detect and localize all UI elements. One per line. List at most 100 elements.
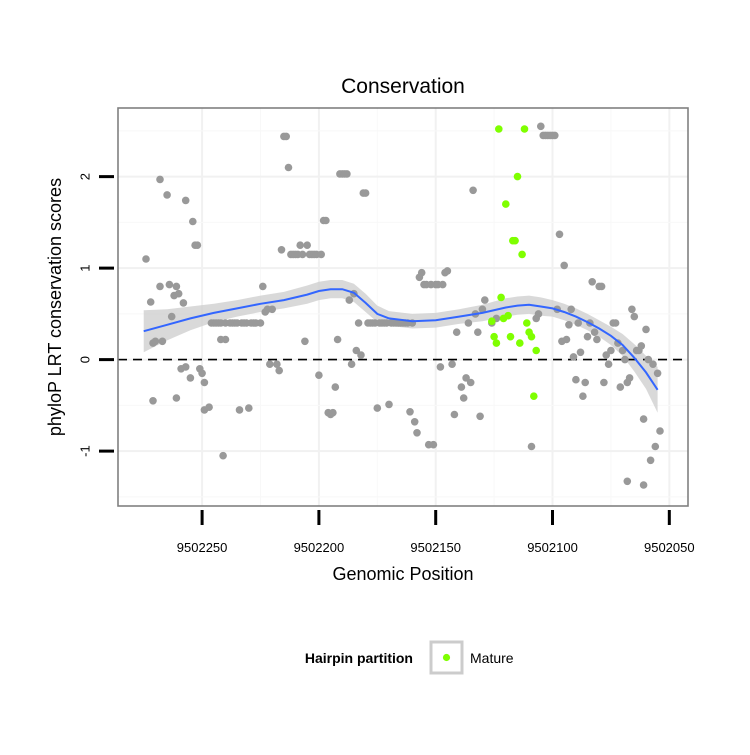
data-point (481, 296, 489, 304)
data-point (245, 404, 253, 412)
data-point (452, 328, 461, 337)
mature-data-point (523, 319, 531, 327)
data-point (562, 335, 571, 344)
data-point (373, 404, 382, 412)
data-point (221, 335, 230, 344)
data-point (537, 122, 545, 131)
data-point (436, 363, 445, 371)
data-point (151, 337, 160, 346)
data-point (361, 189, 370, 197)
data-point (333, 335, 342, 344)
mature-data-point (518, 250, 526, 259)
data-point (198, 369, 206, 378)
data-point (142, 255, 150, 263)
data-point (406, 408, 414, 416)
data-point (268, 305, 277, 314)
data-point (158, 337, 167, 346)
x-tick-label: 9502200 (294, 540, 345, 555)
mature-data-point (511, 236, 519, 245)
mature-data-point (516, 339, 524, 347)
y-tick-label: 2 (77, 173, 92, 180)
mature-data-point (530, 392, 538, 401)
data-point (639, 481, 648, 489)
mature-data-point (513, 172, 522, 181)
data-point (469, 186, 477, 195)
data-point (464, 319, 473, 327)
data-point (296, 241, 305, 249)
data-point (235, 406, 244, 414)
x-tick-label: 9502150 (410, 540, 461, 555)
data-point (646, 456, 655, 465)
y-axis-title: phyloP LRT conservation scores (45, 178, 65, 436)
data-point (167, 312, 176, 321)
data-point (642, 325, 650, 334)
data-point (618, 346, 627, 355)
x-tick-label: 9502250 (177, 540, 228, 555)
data-point (219, 451, 227, 460)
data-point (329, 408, 337, 417)
data-point (649, 360, 657, 369)
data-point (172, 282, 181, 291)
data-point (193, 241, 202, 249)
data-point (637, 342, 646, 350)
data-point (576, 348, 585, 357)
chart-title: Conservation (341, 75, 465, 98)
legend-key-box (429, 640, 464, 675)
legend-entry-mature: Mature (470, 650, 514, 666)
data-point (656, 427, 664, 435)
data-point (574, 319, 582, 327)
data-points (142, 122, 664, 489)
data-point (651, 442, 660, 451)
smooth-trend (143, 288, 659, 391)
data-point (181, 196, 190, 205)
data-point (600, 378, 608, 387)
data-point (569, 353, 578, 361)
data-point (534, 310, 543, 318)
data-point (275, 366, 284, 375)
legend-key-mature-dot (442, 653, 451, 662)
data-point (343, 170, 351, 178)
smooth-confidence-band (143, 280, 658, 413)
data-point (186, 374, 195, 382)
data-point (357, 351, 365, 359)
data-point (459, 394, 468, 402)
data-point (565, 321, 573, 329)
data-point (597, 282, 606, 291)
data-point (179, 299, 188, 307)
data-point (266, 360, 274, 369)
mature-data-point (506, 332, 515, 341)
mature-data-point (495, 125, 503, 133)
data-point (352, 346, 361, 355)
data-point (277, 246, 286, 254)
data-point (347, 360, 356, 369)
data-point (385, 400, 393, 409)
data-point (410, 418, 419, 426)
data-point (614, 339, 622, 347)
data-point (527, 442, 536, 451)
data-point (413, 429, 421, 437)
data-point (172, 394, 181, 402)
data-point (474, 328, 482, 337)
plot-border (117, 107, 689, 507)
y-tick-label: -1 (77, 445, 92, 457)
data-point (259, 282, 267, 291)
data-point (448, 360, 456, 369)
data-point (551, 131, 559, 140)
mature-data-point (504, 311, 512, 320)
data-point (621, 355, 629, 364)
mature-data-point (532, 346, 540, 355)
data-point (146, 298, 155, 306)
data-point (156, 175, 164, 184)
data-point (628, 305, 636, 314)
data-point (478, 305, 487, 314)
data-point (149, 397, 157, 405)
data-point (639, 415, 648, 423)
data-point (189, 217, 197, 226)
data-point (476, 412, 484, 421)
data-point (284, 163, 293, 172)
data-point (593, 335, 601, 344)
data-point (303, 241, 312, 249)
data-point (555, 230, 564, 239)
data-point (604, 360, 613, 369)
